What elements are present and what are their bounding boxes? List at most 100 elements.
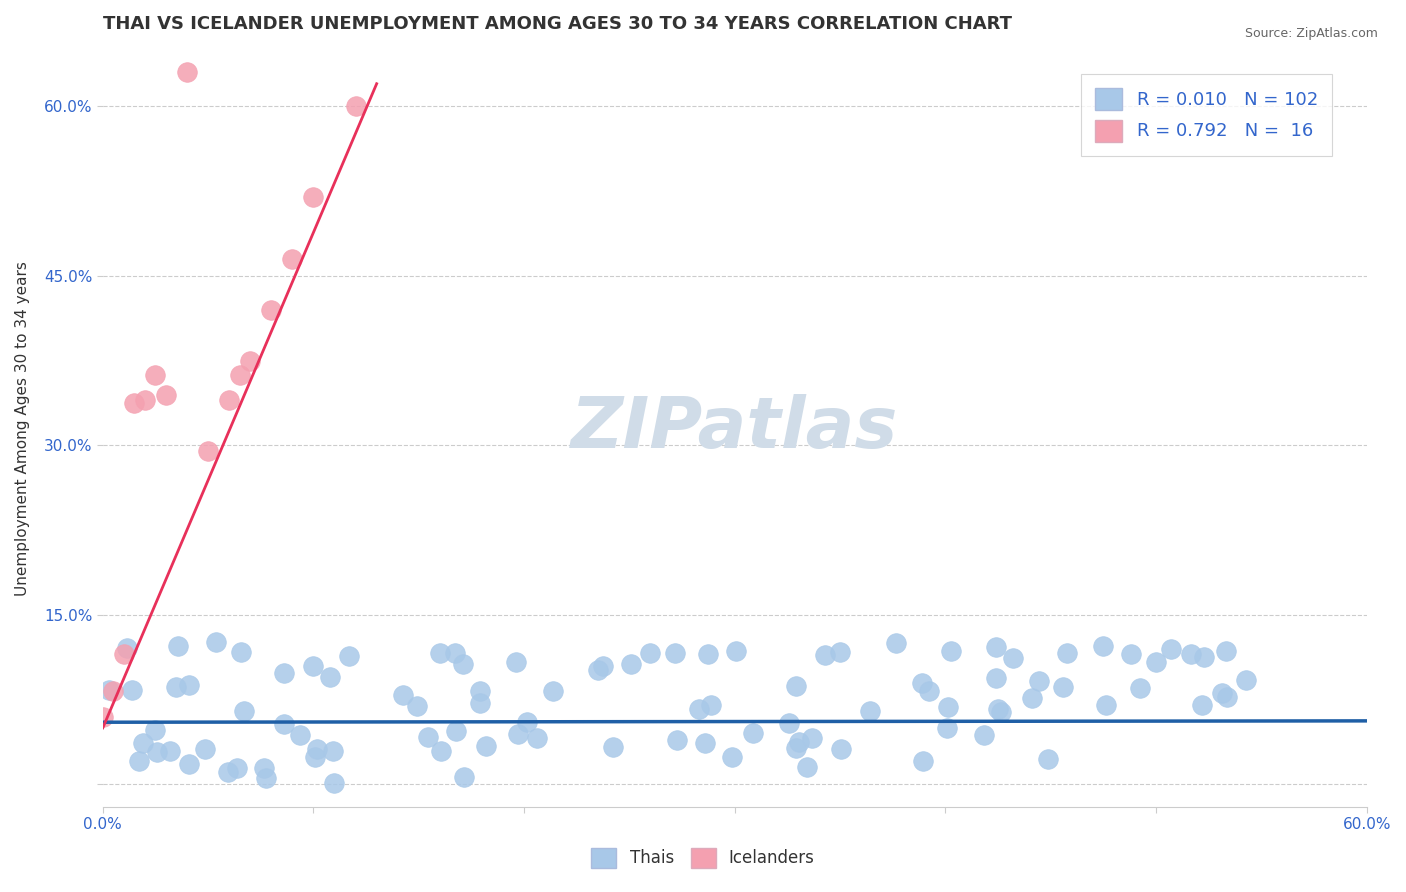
Point <box>112 648 135 662</box>
Point <box>1215 690 1237 705</box>
Point <box>725 644 748 658</box>
Point <box>98 682 121 697</box>
Point <box>1180 647 1202 661</box>
Point <box>319 670 342 684</box>
Point <box>165 681 187 695</box>
Point <box>939 644 962 658</box>
Point <box>155 387 177 401</box>
Point <box>337 649 360 664</box>
Point <box>918 684 941 698</box>
Point <box>592 658 614 673</box>
Point <box>273 666 295 681</box>
Point <box>260 302 283 317</box>
Legend: Thais, Icelanders: Thais, Icelanders <box>585 841 821 875</box>
Point <box>197 444 219 458</box>
Point <box>778 716 800 731</box>
Point <box>516 714 538 729</box>
Point <box>830 645 852 659</box>
Point <box>124 396 146 410</box>
Point <box>233 704 256 718</box>
Point <box>302 190 325 204</box>
Point <box>290 728 312 742</box>
Point <box>1021 690 1043 705</box>
Point <box>1001 651 1024 665</box>
Point <box>973 728 995 742</box>
Point <box>984 671 1007 685</box>
Point <box>115 640 138 655</box>
Point <box>451 657 474 672</box>
Point <box>742 726 765 740</box>
Point <box>586 663 609 677</box>
Point <box>1211 685 1233 699</box>
Point <box>145 745 167 759</box>
Point <box>217 764 239 779</box>
Point <box>912 754 935 768</box>
Point <box>1129 681 1152 695</box>
Point <box>444 646 467 660</box>
Point <box>638 646 661 660</box>
Point <box>322 744 344 758</box>
Point <box>391 688 413 702</box>
Point <box>830 742 852 756</box>
Point <box>1119 647 1142 661</box>
Point <box>145 368 167 382</box>
Point <box>936 699 959 714</box>
Point <box>664 646 686 660</box>
Point <box>176 65 198 79</box>
Point <box>697 647 720 661</box>
Point <box>796 760 818 774</box>
Point <box>1036 752 1059 766</box>
Point <box>131 735 153 749</box>
Point <box>1194 650 1216 665</box>
Text: ZIPatlas: ZIPatlas <box>571 394 898 463</box>
Point <box>304 750 326 764</box>
Point <box>468 684 491 698</box>
Point <box>91 709 114 723</box>
Point <box>814 648 837 663</box>
Point <box>430 744 453 758</box>
Point <box>990 706 1012 720</box>
Point <box>418 731 440 745</box>
Point <box>541 684 564 698</box>
Point <box>468 696 491 710</box>
Legend: R = 0.010   N = 102, R = 0.792   N =  16: R = 0.010 N = 102, R = 0.792 N = 16 <box>1081 74 1333 156</box>
Point <box>602 740 624 755</box>
Point <box>1091 639 1114 653</box>
Point <box>800 731 823 745</box>
Point <box>665 733 688 747</box>
Point <box>273 717 295 731</box>
Text: Source: ZipAtlas.com: Source: ZipAtlas.com <box>1244 27 1378 40</box>
Point <box>695 736 717 750</box>
Point <box>505 655 527 669</box>
Point <box>177 757 200 772</box>
Point <box>205 634 228 648</box>
Point <box>1095 698 1118 712</box>
Point <box>103 684 125 698</box>
Point <box>143 723 166 738</box>
Point <box>1052 680 1074 694</box>
Point <box>1215 643 1237 657</box>
Point <box>281 252 304 266</box>
Point <box>1056 646 1078 660</box>
Point <box>229 368 252 382</box>
Point <box>785 679 807 693</box>
Point <box>444 723 467 738</box>
Text: THAI VS ICELANDER UNEMPLOYMENT AMONG AGES 30 TO 34 YEARS CORRELATION CHART: THAI VS ICELANDER UNEMPLOYMENT AMONG AGE… <box>103 15 1012 33</box>
Y-axis label: Unemployment Among Ages 30 to 34 years: Unemployment Among Ages 30 to 34 years <box>15 261 30 596</box>
Point <box>218 393 240 408</box>
Point <box>785 740 807 755</box>
Point <box>128 754 150 768</box>
Point <box>859 704 882 718</box>
Point <box>453 770 475 784</box>
Point <box>620 657 643 672</box>
Point <box>406 698 429 713</box>
Point <box>323 776 346 790</box>
Point <box>1234 673 1257 687</box>
Point <box>121 683 143 698</box>
Point <box>179 678 201 692</box>
Point <box>526 731 548 746</box>
Point <box>134 393 156 408</box>
Point <box>508 727 530 741</box>
Point <box>884 636 907 650</box>
Point <box>167 639 190 653</box>
